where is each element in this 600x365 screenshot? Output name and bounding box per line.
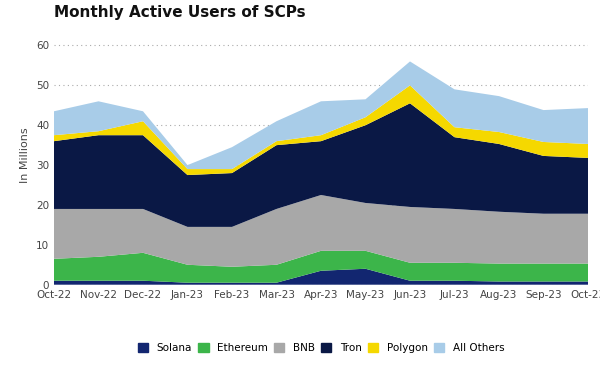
Text: Monthly Active Users of SCPs: Monthly Active Users of SCPs <box>54 5 305 20</box>
Y-axis label: In Millions: In Millions <box>20 127 31 183</box>
Legend: Solana, Ethereum, BNB, Tron, Polygon, All Others: Solana, Ethereum, BNB, Tron, Polygon, Al… <box>134 339 508 357</box>
